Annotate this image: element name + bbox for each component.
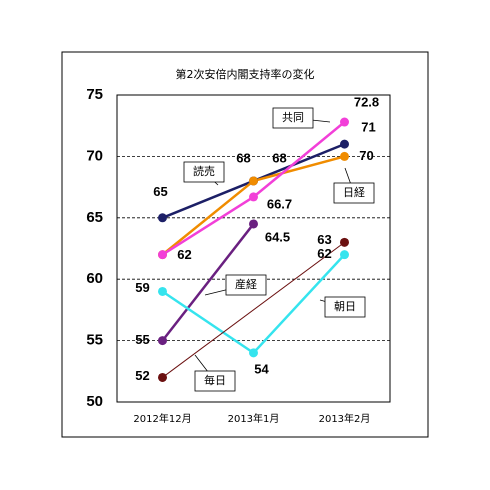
value-label: 70 [359,148,373,163]
chart-title: 第2次安倍内閣支持率の変化 [176,67,315,81]
y-tick-label: 75 [86,86,103,103]
value-label: 68 [272,150,286,165]
point [249,219,258,229]
value-label: 65 [153,184,167,199]
legend-label: 読売 [193,164,215,178]
value-label: 66.7 [267,196,292,211]
callout-box [333,182,375,204]
value-label: 68 [236,150,250,165]
point [249,192,258,202]
frame [61,51,429,438]
point [340,117,349,127]
point [340,237,349,247]
callout-box [272,107,314,129]
point [340,250,349,260]
legend-label: 産経 [235,278,257,291]
point [158,286,167,296]
point [158,213,167,223]
value-label: 52 [135,368,149,383]
callout-box [194,370,236,392]
value-label: 71 [361,120,375,135]
x-tick-label: 2012年12月 [133,412,191,425]
point [249,176,258,186]
legend-label: 共同 [282,111,304,124]
point [249,348,258,358]
series-line [161,223,255,342]
callout-box [225,274,267,296]
callout-box [183,161,225,183]
value-label: 55 [135,332,149,347]
value-label: 62 [177,247,191,262]
value-label: 72.8 [354,94,379,109]
y-tick-label: 60 [86,270,103,287]
legend-label: 朝日 [334,300,356,313]
legend-label: 日経 [343,186,365,199]
value-label: 59 [135,280,149,295]
legend-label: 毎日 [204,374,226,387]
callout-box [324,296,366,318]
point [340,139,349,149]
series-line [162,241,345,378]
point [158,250,167,260]
point [158,372,167,382]
value-label: 64.5 [265,229,290,244]
value-label: 63 [317,232,331,247]
y-tick-label: 65 [86,209,103,226]
y-tick-label: 55 [86,332,103,349]
y-tick-label: 70 [86,147,103,164]
point [158,336,167,346]
y-tick-label: 50 [86,393,103,410]
plot-area [116,94,391,403]
value-label: 54 [254,361,269,376]
point [340,151,349,161]
x-tick-label: 2013年2月 [319,412,371,425]
x-tick-label: 2013年1月 [228,412,280,425]
value-label: 62 [317,246,331,261]
